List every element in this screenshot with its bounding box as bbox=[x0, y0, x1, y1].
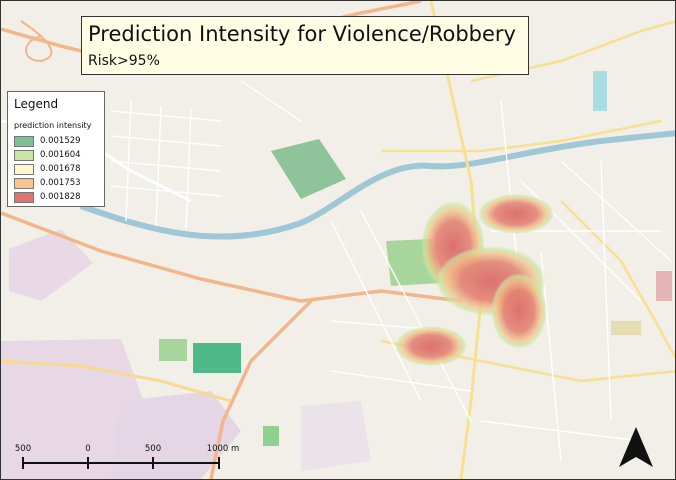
legend-item: 0.001604 bbox=[14, 148, 81, 162]
scale-bar bbox=[22, 457, 220, 469]
water-area bbox=[593, 71, 607, 111]
legend-swatch bbox=[14, 135, 34, 147]
hotspot-ne bbox=[478, 194, 554, 234]
road-interchange bbox=[20, 20, 53, 63]
landuse-area bbox=[111, 391, 241, 479]
river bbox=[79, 130, 675, 240]
hotspot-layer bbox=[395, 194, 554, 366]
street-grid bbox=[110, 80, 672, 462]
hotspot-east bbox=[491, 273, 547, 349]
legend-panel: Legend prediction intensity 0.001529 0.0… bbox=[7, 91, 105, 207]
legend-swatch bbox=[14, 149, 34, 161]
legend-items: 0.001529 0.001604 0.001678 0.001753 0.00… bbox=[14, 134, 81, 204]
hotspot-south bbox=[395, 326, 467, 366]
scale-label: 500 bbox=[144, 444, 162, 454]
landuse-area bbox=[611, 321, 641, 335]
legend-subheading: prediction intensity bbox=[14, 121, 92, 130]
legend-label: 0.001678 bbox=[40, 164, 81, 174]
legend-swatch bbox=[14, 177, 34, 189]
main-road bbox=[1, 211, 462, 303]
legend-item: 0.001529 bbox=[14, 134, 81, 148]
sports-field bbox=[193, 343, 241, 373]
legend-label: 0.001604 bbox=[40, 150, 81, 160]
legend-label: 0.001828 bbox=[40, 192, 81, 202]
legend-item: 0.001753 bbox=[14, 176, 81, 190]
legend-swatch bbox=[14, 163, 34, 175]
legend-item: 0.001828 bbox=[14, 190, 81, 204]
scale-label: 500 bbox=[14, 444, 32, 454]
legend-label: 0.001753 bbox=[40, 178, 81, 188]
landuse-area bbox=[656, 271, 672, 301]
north-arrow-icon bbox=[617, 427, 655, 473]
scale-label: 1000 m bbox=[206, 444, 240, 454]
landuse-area bbox=[1, 339, 151, 479]
legend-heading: Legend bbox=[14, 97, 59, 111]
map-title: Prediction Intensity for Violence/Robber… bbox=[88, 22, 516, 46]
road bbox=[1, 359, 232, 403]
park-area bbox=[159, 339, 187, 361]
scale-label: 0 bbox=[85, 444, 91, 454]
park-area bbox=[271, 139, 346, 199]
map-subtitle: Risk>95% bbox=[88, 53, 160, 69]
legend-label: 0.001529 bbox=[40, 136, 81, 146]
main-road bbox=[209, 299, 313, 479]
road bbox=[381, 119, 662, 153]
legend-item: 0.001678 bbox=[14, 162, 81, 176]
park-area bbox=[263, 426, 279, 446]
map-title-box: Prediction Intensity for Violence/Robber… bbox=[81, 16, 529, 75]
landuse-area bbox=[9, 229, 93, 301]
legend-swatch bbox=[14, 191, 34, 203]
landuse-area bbox=[301, 401, 371, 471]
